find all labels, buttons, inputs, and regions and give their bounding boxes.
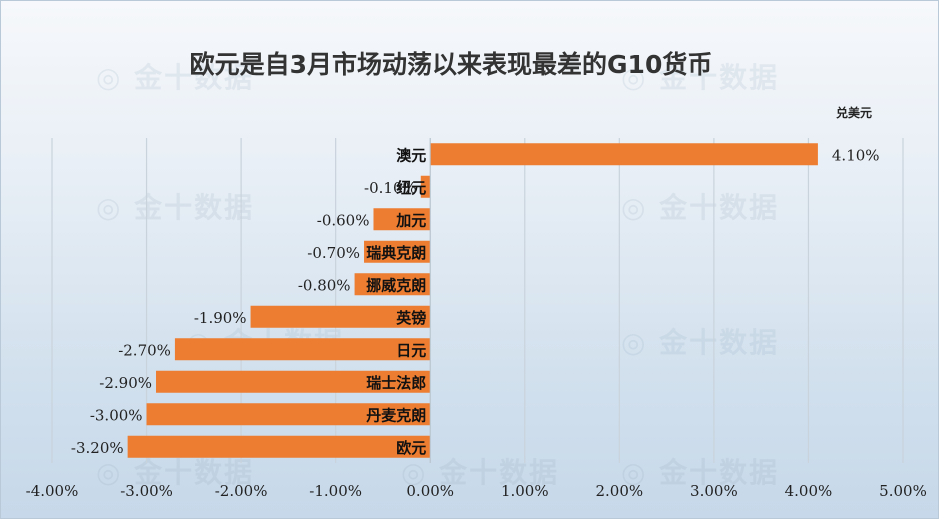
category-label: 英镑 [396,309,426,327]
category-label: 澳元 [396,146,426,164]
bar [354,273,431,296]
bar [174,338,431,361]
watermark-text: ◎ 金十数据 [621,191,780,224]
value-label: -2.70% [118,341,171,359]
value-label: -0.60% [317,211,370,229]
value-label: -2.90% [99,374,152,392]
value-label: -3.00% [90,406,143,424]
chart-title: 欧元是自3月市场动荡以来表现最差的G10货币 [189,50,713,79]
category-label: 丹麦克朗 [366,406,426,424]
category-label: 日元 [396,341,426,359]
x-tick-label: 2.00% [596,482,644,500]
category-label: 加元 [395,211,426,229]
category-label: 挪威克朗 [366,276,426,294]
x-tick-label: -2.00% [215,482,268,500]
unit-label: 兑美元 [836,106,873,120]
x-tick-label: 0.00% [406,482,454,500]
x-tick-label: -1.00% [309,482,362,500]
x-tick-label: -4.00% [26,482,79,500]
bar [373,208,431,231]
watermark-text: ◎ 金十数据 [96,456,255,489]
bar [420,175,431,198]
category-label: 纽元 [396,179,426,197]
x-tick-label: 4.00% [785,482,833,500]
value-label: -0.80% [298,276,351,294]
x-tick-label: 3.00% [690,482,738,500]
value-label: -1.90% [194,309,247,327]
watermark-text: ◎ 金十数据 [96,61,255,94]
category-label: 欧元 [396,439,426,457]
bar [127,435,431,458]
value-label: -3.20% [71,439,124,457]
x-tick-label: 1.00% [501,482,549,500]
watermark-text: ◎ 金十数据 [621,326,780,359]
value-label: -0.70% [307,244,360,262]
bar [146,403,431,426]
bar [250,305,431,328]
x-tick-label: 5.00% [879,482,927,500]
bar [364,240,431,263]
value-label: -0.10% [364,179,417,197]
watermark-text: ◎ 金十数据 [96,191,255,224]
x-tick-label: -3.00% [120,482,173,500]
bar [156,370,431,393]
watermark-text: ◎ 金十数据 [621,456,780,489]
watermark-text: ◎ 金十数据 [401,456,560,489]
category-label: 瑞典克朗 [366,244,426,262]
watermark-text: ◎ 金十数据 [621,61,780,94]
bar [430,143,818,166]
value-label: 4.10% [832,146,880,164]
category-label: 瑞士法郎 [366,374,426,392]
